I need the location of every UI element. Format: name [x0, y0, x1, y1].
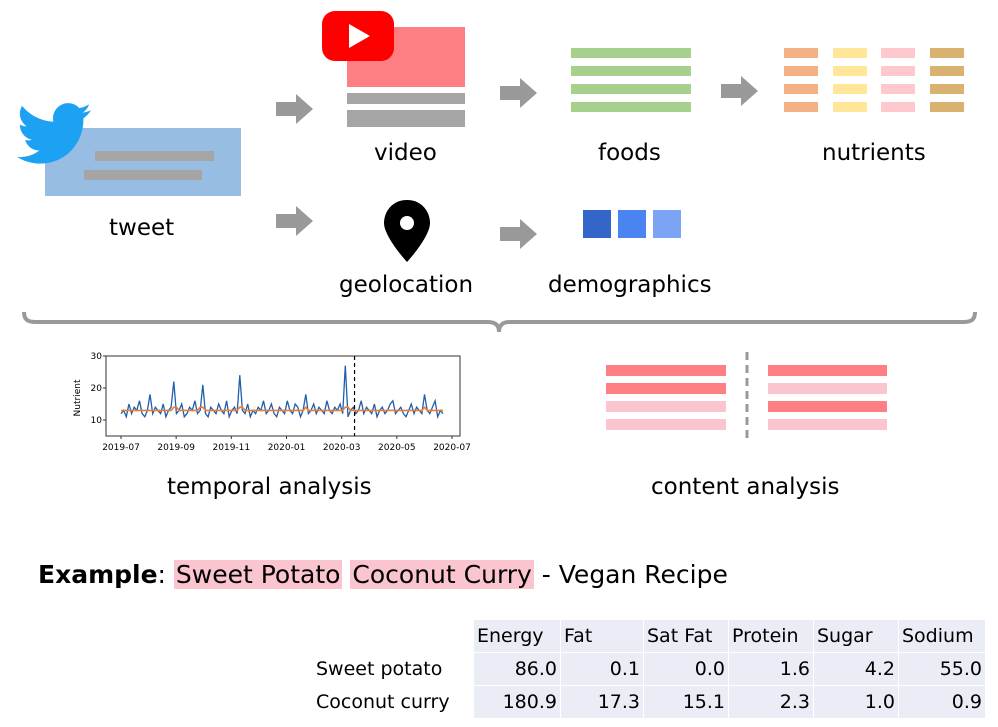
table-cell: 4.2	[813, 652, 899, 686]
video-text-line	[347, 110, 465, 127]
column-header: Energy	[473, 619, 561, 653]
arrow-icon	[276, 94, 313, 124]
x-tick-label: 2020-05	[378, 443, 416, 453]
x-tick-label: 2020-01	[268, 443, 306, 453]
tweet-text-line	[95, 151, 214, 161]
demographics-square	[583, 210, 611, 238]
column-header: Sodium	[898, 619, 986, 653]
arrow-icon	[500, 78, 537, 108]
temporal-chart: Nutrient 10 20 30 2019-07 2019-09 2019-11 202…	[73, 352, 471, 453]
chart-ylabel: Nutrient	[73, 379, 83, 416]
video-text-line	[347, 93, 465, 104]
example-line: Example: Sweet Potato Coconut Curry - Ve…	[38, 560, 728, 589]
x-tick-label: 2020-03	[323, 443, 361, 453]
foods-bars	[571, 48, 691, 112]
nutrients-label: nutrients	[822, 140, 926, 166]
youtube-icon	[322, 11, 394, 61]
table-cell: 0.0	[643, 652, 729, 686]
row-header: Coconut curry	[312, 685, 474, 719]
foods-label: foods	[598, 140, 661, 166]
example-rest: - Vegan Recipe	[533, 560, 728, 589]
chart-frame	[105, 355, 461, 437]
arrow-icon	[721, 76, 758, 106]
y-tick-label: 30	[91, 352, 103, 362]
geolocation-label: geolocation	[339, 272, 474, 298]
table-cell: 86.0	[473, 652, 561, 686]
column-header: Sugar	[813, 619, 899, 653]
demographics-label: demographics	[548, 272, 712, 298]
table-cell: 0.1	[560, 652, 644, 686]
demographics-square	[653, 210, 681, 238]
table-cell: 0.9	[898, 685, 986, 719]
twitter-bird-icon	[16, 103, 92, 164]
table-cell: 2.3	[728, 685, 814, 719]
content-analysis-label: content analysis	[651, 474, 840, 500]
table-row: Coconut curry 180.9 17.3 15.1 2.3 1.0 0.…	[312, 685, 986, 719]
arrow-icon	[276, 206, 313, 236]
example-colon: :	[157, 560, 174, 589]
y-tick-label: 20	[91, 384, 103, 394]
example-label: Example	[38, 560, 158, 589]
table-cell: 180.9	[473, 685, 561, 719]
content-analysis-bars	[606, 352, 887, 441]
tweet-text-line	[84, 170, 202, 180]
x-tick-label: 2019-11	[213, 443, 251, 453]
nutrient-table: Energy Fat Sat Fat Protein Sugar Sodium …	[312, 619, 986, 719]
location-pin-icon	[384, 200, 430, 262]
grouping-brace	[22, 311, 977, 333]
arrow-icon	[500, 219, 537, 249]
column-header: Protein	[728, 619, 814, 653]
nutrients-bars	[784, 48, 964, 112]
temporal-analysis-label: temporal analysis	[167, 474, 372, 500]
x-tick-label: 2019-09	[157, 443, 195, 453]
table-cell: 1.6	[728, 652, 814, 686]
table-cell: 15.1	[643, 685, 729, 719]
table-header-row: Energy Fat Sat Fat Protein Sugar Sodium	[312, 619, 986, 653]
x-tick-label: 2020-07	[433, 443, 471, 453]
x-tick-label: 2019-07	[102, 443, 140, 453]
table-row: Sweet potato 86.0 0.1 0.0 1.6 4.2 55.0	[312, 652, 986, 686]
table-corner	[312, 619, 474, 653]
y-tick-label: 10	[91, 416, 103, 426]
example-food-sweet-potato: Sweet Potato	[173, 560, 343, 589]
table-cell: 1.0	[813, 685, 899, 719]
column-header: Fat	[560, 619, 644, 653]
column-header: Sat Fat	[643, 619, 729, 653]
table-cell: 55.0	[898, 652, 986, 686]
demographics-square	[618, 210, 646, 238]
table-cell: 17.3	[560, 685, 644, 719]
series-line-smoothed	[121, 405, 443, 412]
example-food-coconut-curry: Coconut Curry	[350, 560, 534, 589]
tweet-label: tweet	[109, 215, 175, 241]
video-label: video	[374, 140, 437, 166]
row-header: Sweet potato	[312, 652, 474, 686]
